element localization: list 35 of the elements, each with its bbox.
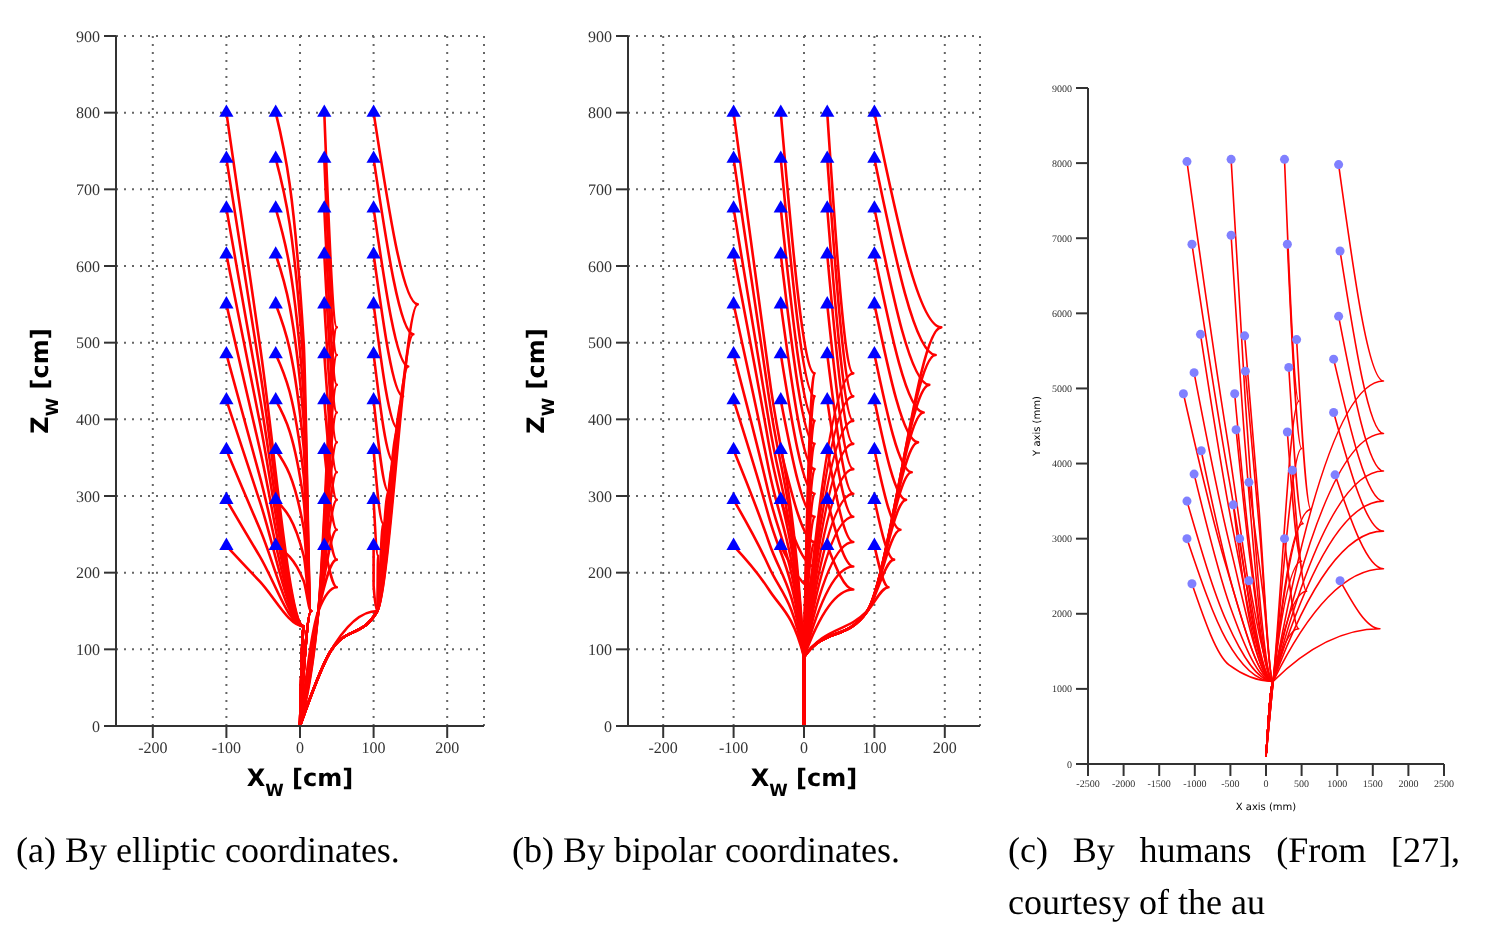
y-tick-label: 0: [604, 717, 612, 736]
y-tick-label: 700: [76, 181, 100, 200]
text: (a) By elliptic coordinates.: [16, 828, 402, 874]
text: (b) By bipolar coordinates.: [512, 828, 902, 874]
y-tick-label: 0: [92, 717, 100, 736]
x-tick-label: 0: [296, 739, 304, 758]
y-tick-label: 200: [588, 564, 612, 583]
x-tick-label: -200: [138, 739, 168, 758]
y-tick-label: 600: [76, 257, 100, 276]
x-tick-label: -100: [718, 739, 749, 758]
y-tick-label: 600: [588, 257, 612, 276]
x-axis-title: X$_{W}$ [cm]: [750, 764, 858, 800]
x-tick-label: -200: [648, 739, 678, 758]
x-tick-label: 100: [361, 739, 386, 758]
y-tick-label: 700: [588, 181, 612, 200]
y-tick-label: 800: [76, 104, 100, 123]
y-tick-label: 500: [76, 334, 100, 353]
y-tick-label: 300: [76, 487, 100, 506]
x-tick-label: -100: [211, 739, 242, 758]
x-tick-label: 200: [932, 739, 957, 758]
y-tick-label: 400: [588, 411, 612, 430]
y-tick-label: 100: [588, 641, 612, 660]
y-tick-label: 300: [588, 487, 612, 506]
y-tick-label: 100: [76, 641, 100, 660]
y-tick-label: 900: [588, 27, 612, 46]
text: (c) By humans (From [27], courtesy of the au: [1008, 828, 1460, 926]
y-tick-label: 800: [588, 104, 612, 123]
x-tick-label: 0: [800, 739, 808, 758]
x-tick-label: 100: [862, 739, 887, 758]
x-axis-title: X$_{W}$ [cm]: [246, 764, 354, 800]
y-tick-label: 400: [76, 411, 100, 430]
y-tick-label: 500: [588, 334, 612, 353]
y-tick-label: 900: [76, 27, 100, 46]
x-tick-label: 200: [435, 739, 460, 758]
y-tick-label: 200: [76, 564, 100, 583]
